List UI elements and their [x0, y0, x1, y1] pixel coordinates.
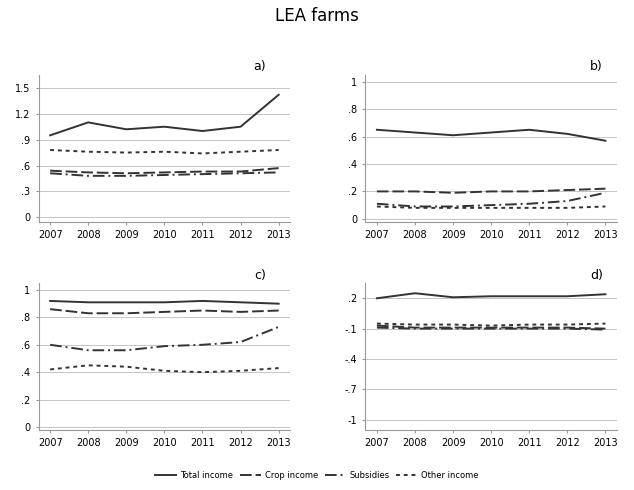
Text: b): b): [590, 60, 603, 74]
Text: d): d): [590, 269, 603, 282]
Text: c): c): [254, 269, 266, 282]
Legend: Total income, Crop income, Subsidies, Other income: Total income, Crop income, Subsidies, Ot…: [152, 468, 482, 483]
Text: a): a): [254, 60, 266, 74]
Text: LEA farms: LEA farms: [275, 7, 359, 25]
